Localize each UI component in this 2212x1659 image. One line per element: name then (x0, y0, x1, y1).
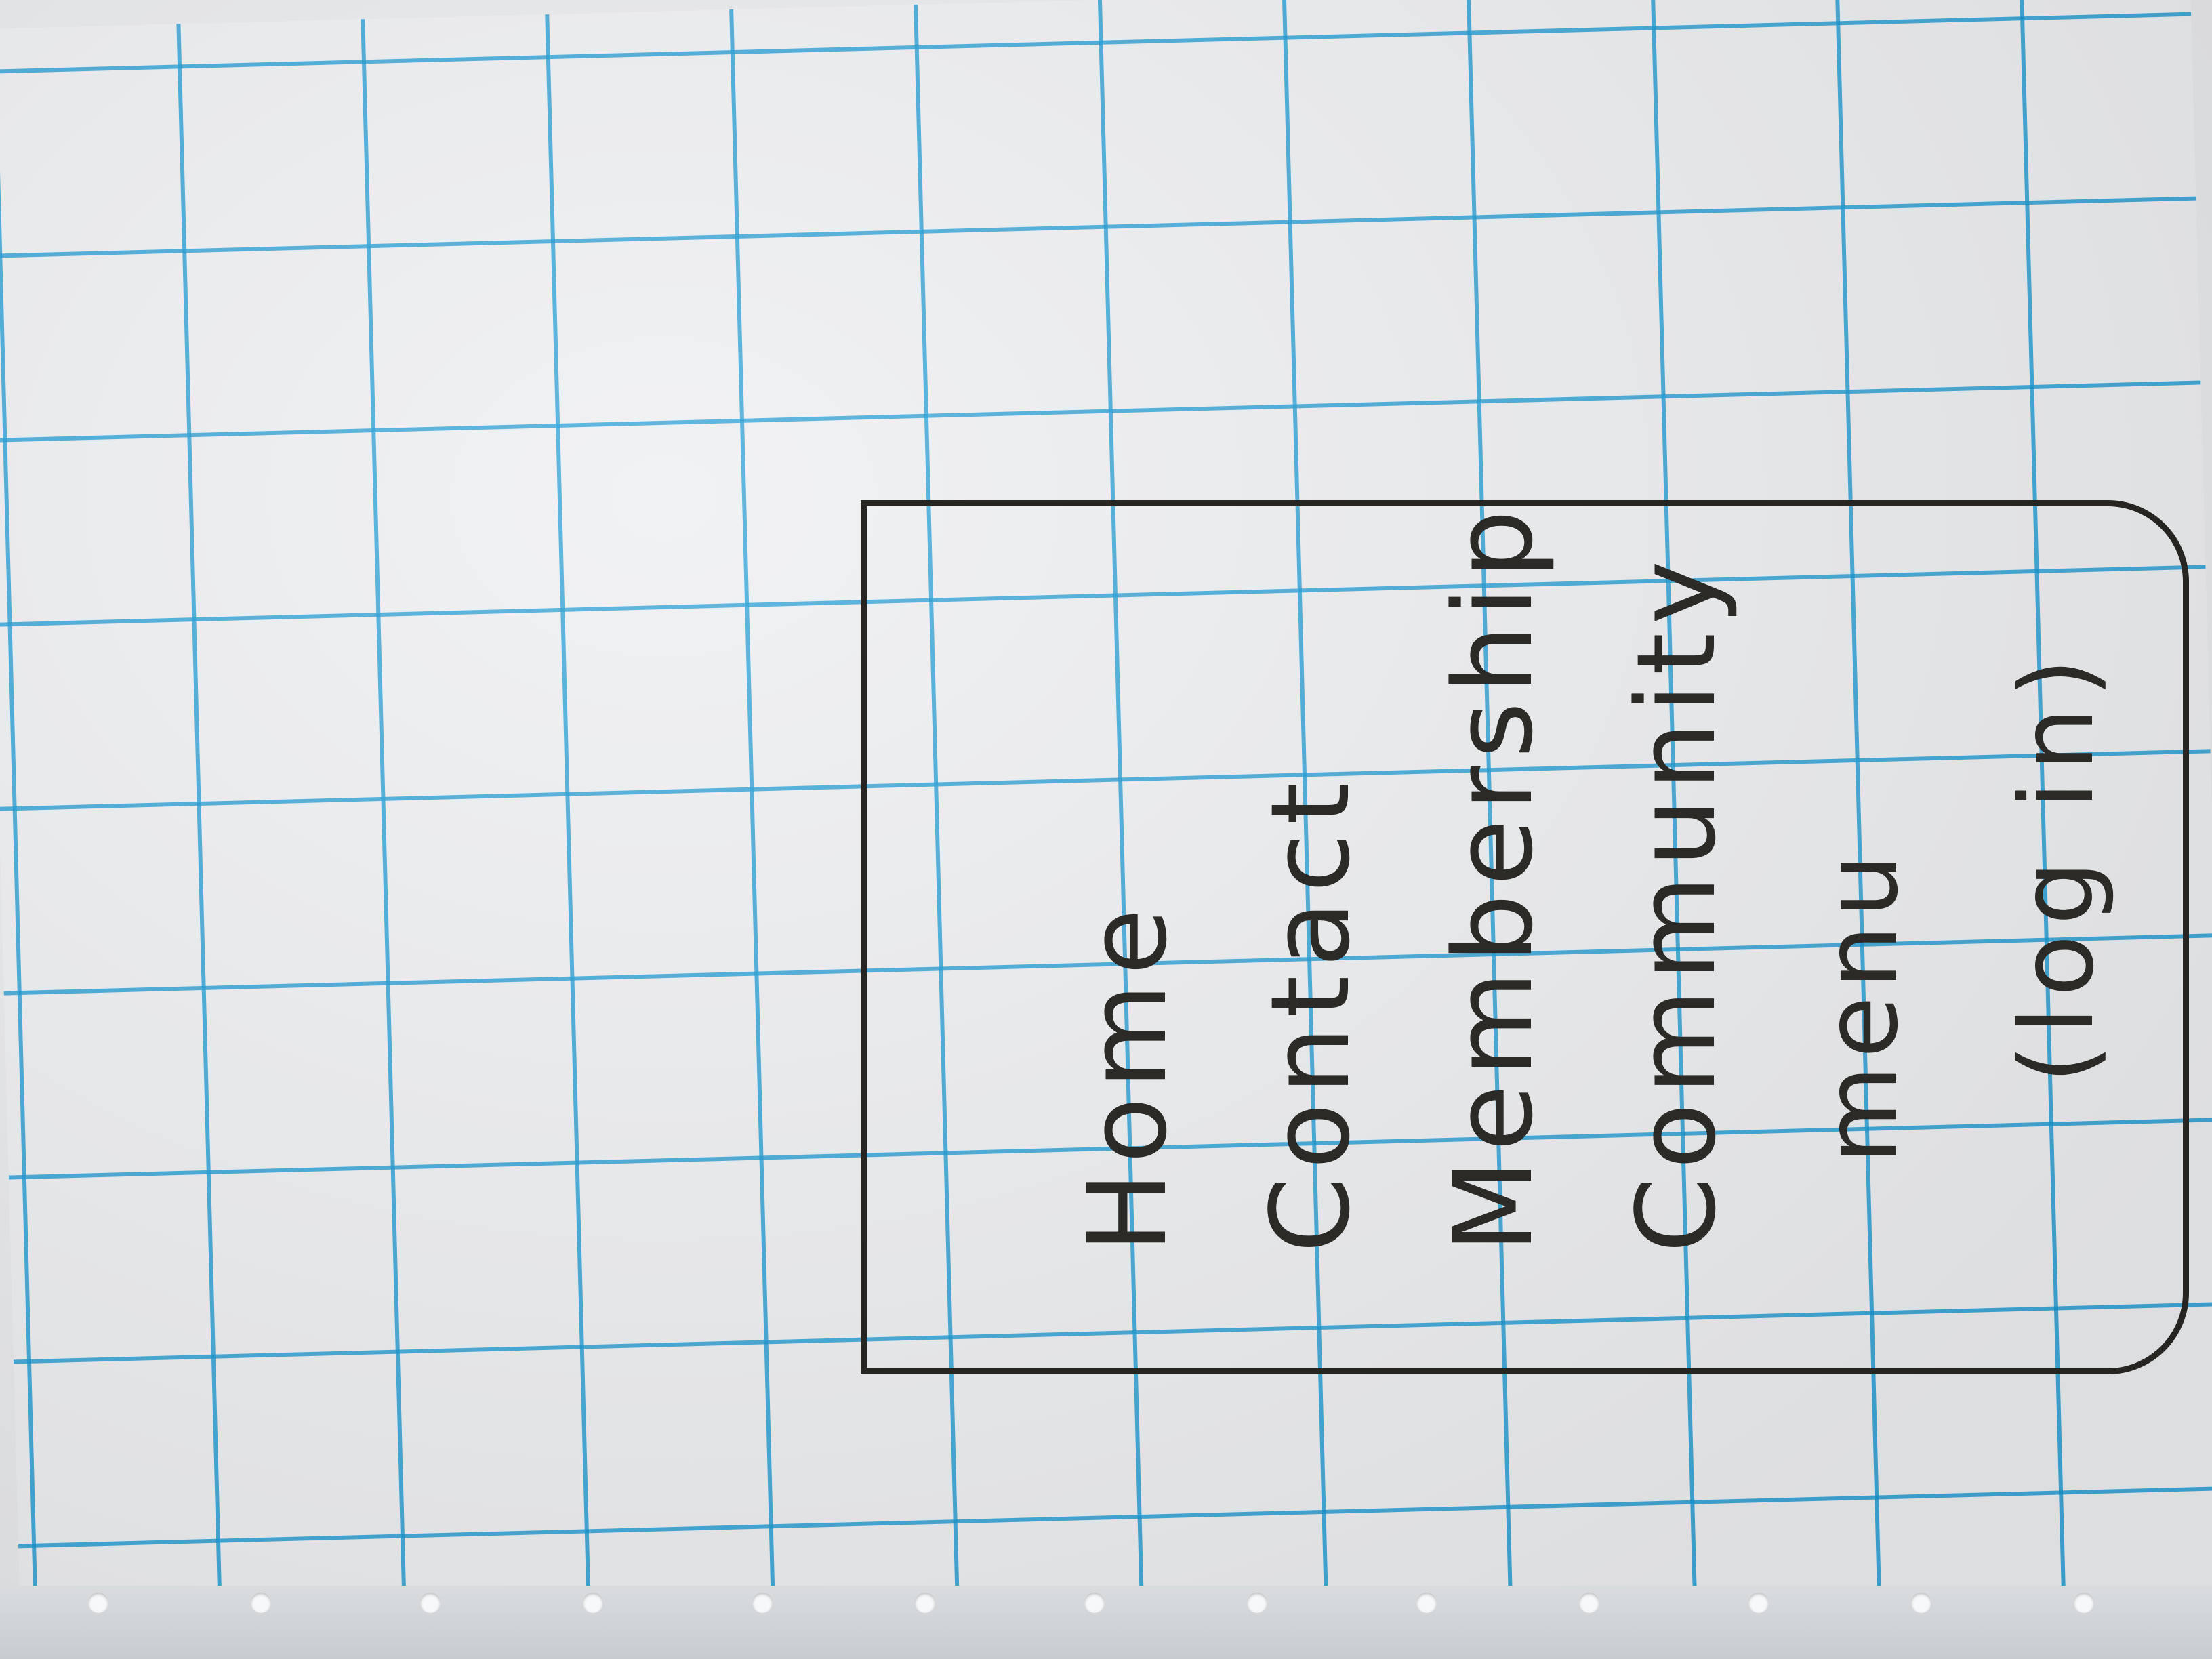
nav-menu-list: Home Contact Membership Community (1036, 501, 1768, 1254)
nav-item-contact[interactable]: Contact (1247, 774, 1374, 1254)
nav-item-membership[interactable]: Membership (1430, 501, 1557, 1253)
spiral-hole (1084, 1593, 1105, 1613)
spiral-hole (915, 1593, 935, 1613)
nav-item-community[interactable]: Community (1613, 552, 1740, 1253)
nav-item-home[interactable]: Home (1064, 900, 1191, 1254)
spiral-hole (752, 1593, 773, 1613)
spiral-hole (420, 1593, 441, 1613)
login-link[interactable]: (log in) (1999, 648, 2116, 1084)
spiral-hole (1579, 1593, 1599, 1613)
spiral-hole (1416, 1593, 1437, 1613)
spiral-hole (583, 1593, 603, 1613)
spiral-hole (251, 1593, 271, 1613)
notebook-spiral-edge (0, 1586, 2212, 1659)
spiral-hole (1748, 1593, 1769, 1613)
mobile-menu-frame: Home Contact Membership Community (log i… (861, 500, 2189, 1374)
spiral-hole (88, 1593, 108, 1613)
spiral-hole (2074, 1593, 2094, 1613)
spiral-hole (1247, 1593, 1267, 1613)
spiral-hole (1911, 1593, 1931, 1613)
